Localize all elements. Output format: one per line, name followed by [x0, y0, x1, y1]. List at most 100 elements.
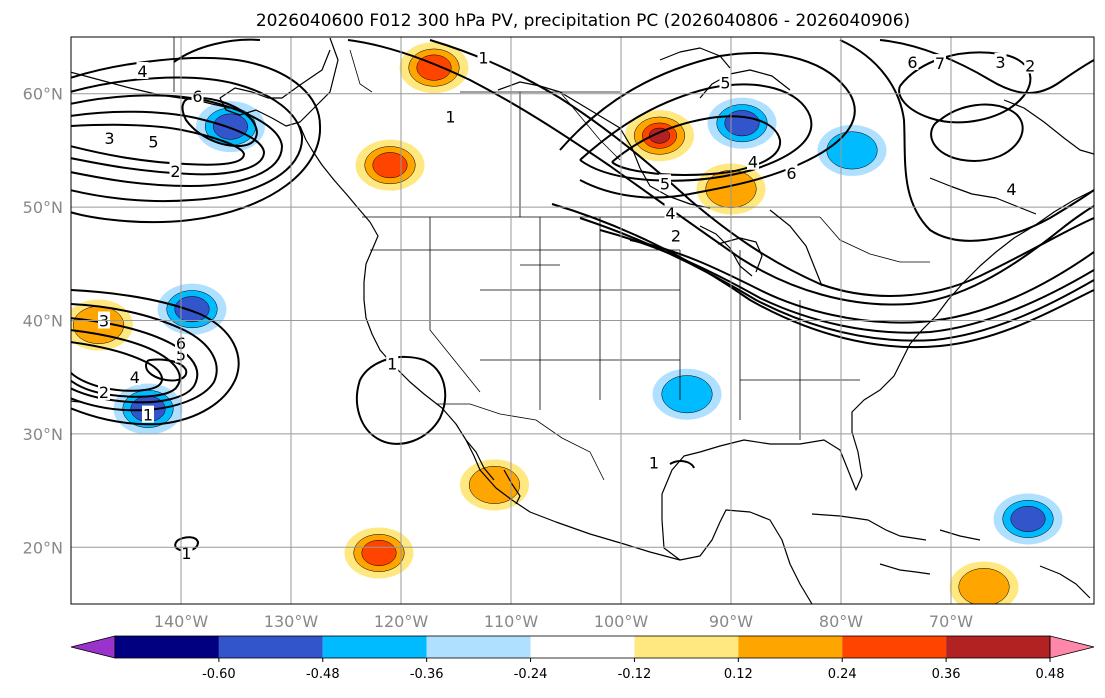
precip-level-3 [724, 110, 760, 137]
pv-contour-label: 1 [478, 48, 488, 67]
precip-region-pacific-north-negative [157, 283, 227, 335]
pv-label-bg [136, 62, 149, 80]
pv-label-bg [142, 405, 154, 423]
pv-label-bg [670, 226, 682, 244]
pv-label-bg [906, 52, 919, 70]
pv-label-bg [103, 128, 116, 146]
precip-level-4 [648, 127, 671, 144]
precip-level-3 [361, 539, 397, 566]
lon-tick-label: 100°W [594, 612, 649, 631]
pv-contour-label: 1 [649, 453, 659, 472]
lon-tick-label: 80°W [819, 612, 863, 631]
pv-contour-label: 5 [148, 132, 158, 151]
lat-tick-label: 20°N [23, 538, 63, 557]
pv-contour-label: 4 [137, 62, 147, 81]
precip-level-2 [958, 568, 1010, 604]
precip-region-caribbean-positive [949, 561, 1019, 604]
colorbar-tick-label: 0.12 [724, 667, 753, 682]
precip-level-3 [174, 296, 210, 323]
lat-tick-label: 60°N [23, 85, 63, 104]
colorbar-box [842, 636, 947, 658]
latitude-axis: 20°N 30°N 40°N 50°N 60°N [23, 85, 63, 558]
pv-label-bg [98, 382, 110, 400]
pv-contour-label: 6 [192, 87, 202, 106]
pv-contour-label: 2 [671, 226, 681, 245]
pv-contour-label: 1 [445, 107, 455, 126]
pv-contour-label: 7 [935, 54, 945, 73]
figure-title: 2026040600 F012 300 hPa PV, precipitatio… [256, 11, 910, 31]
precip-region-bc-positive [355, 139, 425, 191]
pv-label-bg [477, 48, 490, 66]
pv-contour-label: 2 [99, 383, 109, 402]
precip-level-3 [1010, 505, 1046, 532]
pv-contour-label: 4 [665, 204, 675, 223]
precip-region-mexico-west-positive [344, 527, 414, 579]
colorbar-box [530, 636, 635, 658]
pv-label-bg [386, 354, 399, 372]
colorbar-box [426, 636, 531, 658]
pv-contour-label: 4 [748, 153, 758, 172]
pv-contour-label: 4 [1006, 180, 1016, 199]
precip-region-baja-positive [460, 459, 529, 511]
pv-label-bg [934, 54, 946, 72]
lat-lon-grid [71, 37, 1094, 604]
lat-tick-label: 30°N [23, 425, 63, 444]
colorbar-box [322, 636, 427, 658]
colorbar-tick-label: -0.36 [410, 667, 444, 682]
pv-label-bg [747, 152, 759, 170]
pv-contour-label: 3 [104, 129, 114, 148]
colorbar-tick-label: -0.12 [618, 667, 652, 682]
colorbar-tick-label: -0.60 [202, 667, 236, 682]
pv-label-bg [128, 368, 141, 386]
pv-contour-label: 6 [907, 53, 917, 72]
pv-contour-label: 1 [181, 544, 191, 563]
pv-contour-label: 2 [1025, 56, 1035, 75]
precip-region-quebec-negative [817, 124, 887, 176]
lon-tick-label: 90°W [709, 612, 753, 631]
pv-label-bg [169, 161, 182, 179]
pv-contour-label: 5 [660, 174, 670, 193]
colorbar-tick-label: -0.48 [306, 667, 340, 682]
pv-label-bg [664, 203, 677, 221]
precip-region-texas-negative [652, 368, 722, 420]
pv-label-bg [147, 132, 160, 150]
precip-region-atlantic-negative [993, 493, 1063, 545]
pv-label-bg [659, 174, 671, 192]
pv-label-bg [785, 164, 798, 182]
pv-contour-label: 6 [786, 164, 796, 183]
colorbar-min-extension [70, 635, 116, 659]
pv-label-bg [719, 73, 732, 91]
colorbar: -0.60 -0.48 -0.36 -0.24 -0.12 0.12 0.24 0.36 0.4… [70, 635, 1095, 682]
colorbar-tick-label: 0.24 [828, 667, 857, 682]
lon-tick-label: 140°W [154, 612, 209, 631]
pv-contour-label: 1 [387, 355, 397, 374]
pv-contour-label: 3 [995, 53, 1005, 72]
precip-level-2 [826, 131, 878, 170]
pv-label-bg [1005, 179, 1018, 197]
colorbar-box [218, 636, 323, 658]
pv-label-bg [994, 52, 1007, 70]
lat-tick-label: 50°N [23, 198, 63, 217]
precip-level-3 [213, 113, 248, 140]
colorbar-tick-label: 0.48 [1036, 667, 1065, 682]
colorbar-box [946, 636, 1050, 658]
map-frame [70, 36, 1095, 605]
pv-label-bg [1024, 56, 1037, 74]
lon-tick-label: 70°W [929, 612, 973, 631]
colorbar-tick-label: 0.36 [932, 667, 961, 682]
precipitation-shading [71, 42, 1063, 604]
precip-region-hudson-bay-positive [625, 110, 694, 162]
pv-contour-label: 5 [720, 73, 730, 92]
pv-label-bg [180, 543, 193, 561]
lon-tick-label: 130°W [264, 612, 319, 631]
pv-label-bg [648, 453, 660, 471]
colorbar-tick-label: -0.24 [514, 667, 548, 682]
pv-contour-label: 1 [143, 406, 153, 425]
colorbar-box [738, 636, 843, 658]
lon-tick-label: 120°W [374, 612, 429, 631]
longitude-axis: 140°W 130°W 120°W 110°W 100°W 90°W 80°W 70°W [154, 612, 973, 631]
precip-level-3 [372, 152, 408, 179]
pv-label-bg [191, 86, 204, 104]
